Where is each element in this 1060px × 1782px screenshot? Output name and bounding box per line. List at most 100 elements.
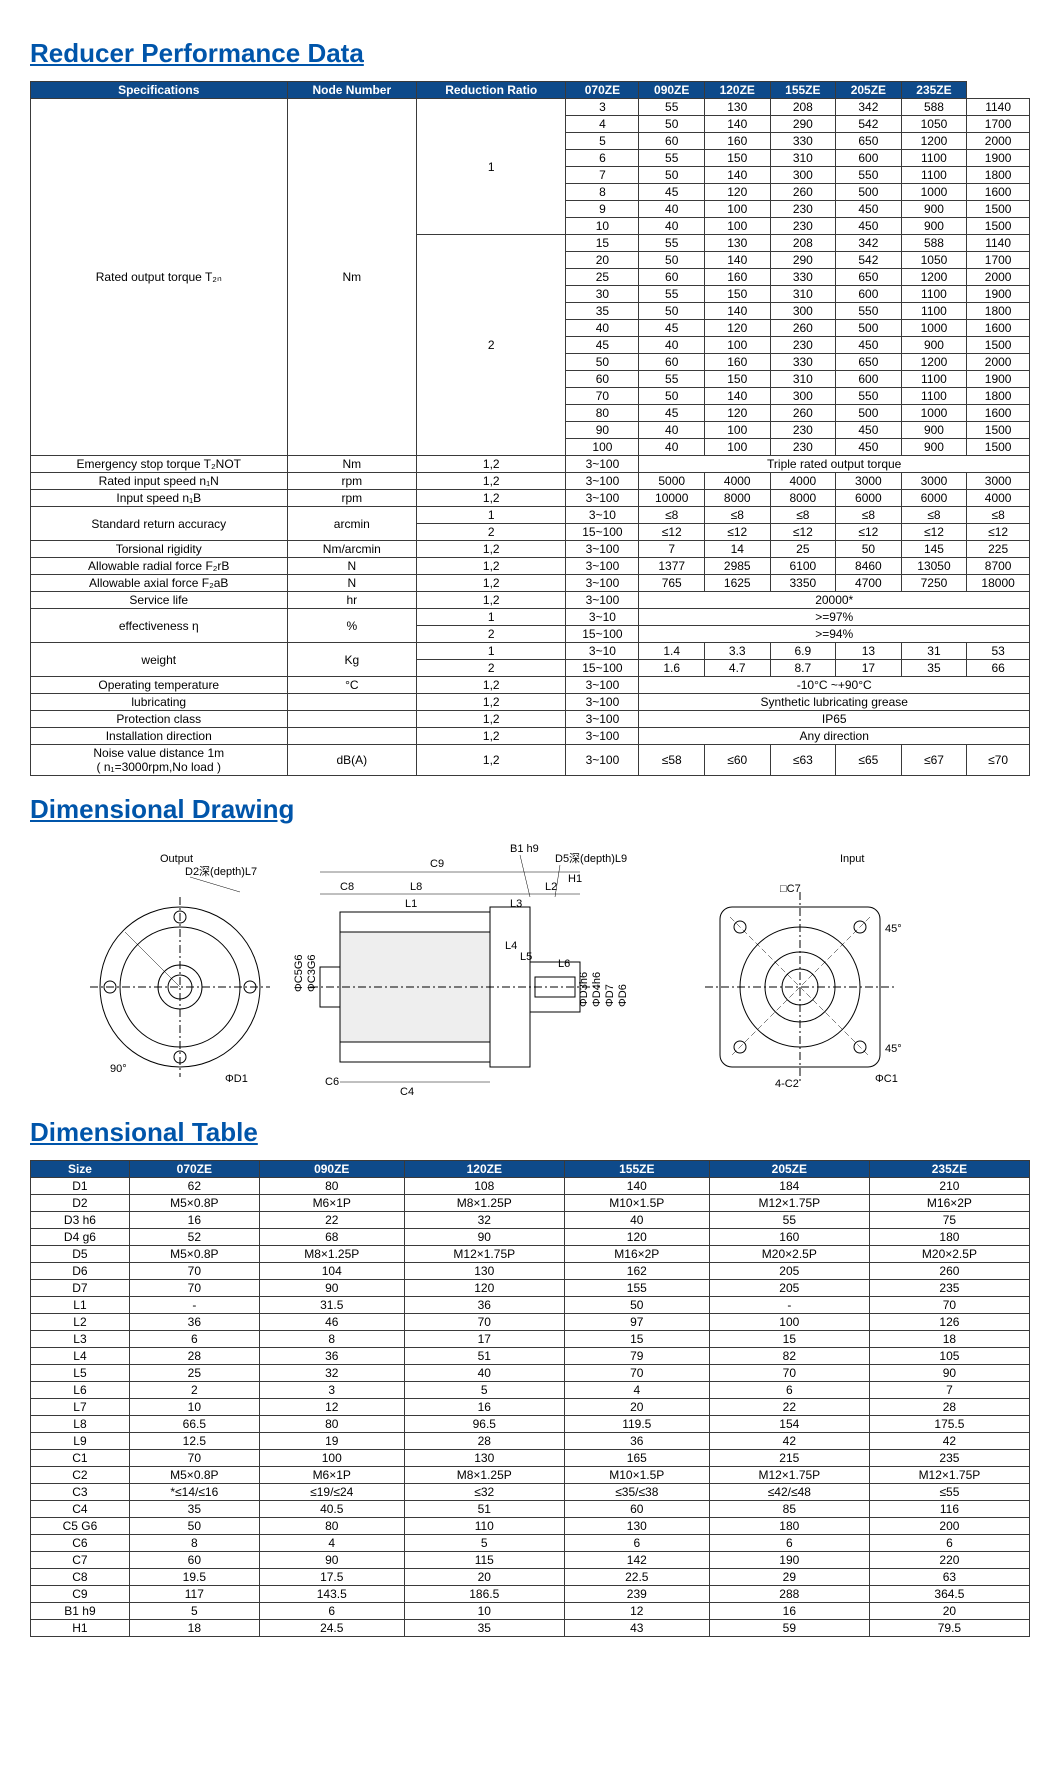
value-cell: 1100	[901, 303, 967, 320]
table-row: lubricating1,23~100Synthetic lubricating…	[31, 694, 1030, 711]
dim-value: 28	[869, 1399, 1029, 1416]
value-cell: 100	[704, 422, 770, 439]
perf-header: Node Number	[287, 82, 417, 99]
unit-cell	[287, 728, 417, 745]
spec-cell: Allowable axial force F₂aB	[31, 575, 288, 592]
dim-value: 28	[404, 1433, 564, 1450]
svg-text:ΦD4h6: ΦD4h6	[591, 972, 603, 1007]
table-row: L42836517982105	[31, 1348, 1030, 1365]
ratio-cell: 3~100	[566, 575, 639, 592]
value-cell: ≤12	[901, 524, 967, 541]
value-cell: 1700	[967, 116, 1030, 133]
dim-key: C4	[31, 1501, 130, 1518]
value-cell: 260	[770, 184, 836, 201]
value-cell: 8000	[770, 490, 836, 507]
dimensional-drawing: Output 90° ΦD1 D2深(depth)L7 C9 C8 L8 L2 …	[30, 837, 1030, 1097]
node-cell: 1	[417, 643, 566, 660]
value-cell: 4000	[770, 473, 836, 490]
dim-value: 90	[259, 1280, 404, 1297]
dim-value: 220	[869, 1552, 1029, 1569]
dim-value: 104	[259, 1263, 404, 1280]
value-cell: 225	[967, 541, 1030, 558]
dim-value: 155	[564, 1280, 709, 1297]
unit-cell: %	[287, 609, 417, 643]
dim-value: M10×1.5P	[564, 1467, 709, 1484]
dim-table: Size070ZE090ZE120ZE155ZE205ZE235ZE D1628…	[30, 1160, 1030, 1637]
value-cell: 40	[639, 439, 705, 456]
value-cell: ≤60	[704, 745, 770, 776]
value-cell: 500	[836, 405, 902, 422]
table-row: weightKg13~101.43.36.9133153	[31, 643, 1030, 660]
table-row: C43540.5516085116	[31, 1501, 1030, 1518]
value-cell: 60	[639, 133, 705, 150]
perf-header: 090ZE	[639, 82, 705, 99]
dim-value: 43	[564, 1620, 709, 1637]
value-cell: 45	[639, 320, 705, 337]
unit-cell: Nm	[287, 99, 417, 456]
value-cell: 120	[704, 184, 770, 201]
dim-value: 80	[259, 1518, 404, 1535]
value-cell: 160	[704, 354, 770, 371]
dim-value: 364.5	[869, 1586, 1029, 1603]
value-cell: 900	[901, 439, 967, 456]
ratio-cell: 3~100	[566, 592, 639, 609]
dim-value: 20	[564, 1399, 709, 1416]
node-cell: 1,2	[417, 490, 566, 507]
dim-value: 35	[129, 1501, 259, 1518]
table-row: C2M5×0.8PM6×1PM8×1.25PM10×1.5PM12×1.75PM…	[31, 1467, 1030, 1484]
ratio-cell: 3~100	[566, 541, 639, 558]
spec-cell: effectiveness η	[31, 609, 288, 643]
value-cell: 2000	[967, 354, 1030, 371]
dim-key: C2	[31, 1467, 130, 1484]
value-cell: 300	[770, 388, 836, 405]
dim-value: 2	[129, 1382, 259, 1399]
value-cell: 60	[639, 269, 705, 286]
table-row: C5 G65080110130180200	[31, 1518, 1030, 1535]
value-cell: 31	[901, 643, 967, 660]
value-cell: 1100	[901, 150, 967, 167]
dim-value: 288	[709, 1586, 869, 1603]
ratio-cell: 3~10	[566, 643, 639, 660]
value-cell: 50	[639, 116, 705, 133]
value-cell: 1625	[704, 575, 770, 592]
dim-value: 3	[259, 1382, 404, 1399]
svg-text:ΦD1: ΦD1	[225, 1073, 248, 1085]
spec-cell: Installation direction	[31, 728, 288, 745]
dim-key: D1	[31, 1178, 130, 1195]
dim-value: 70	[404, 1314, 564, 1331]
dim-value: -	[709, 1297, 869, 1314]
dim-value: 8	[259, 1331, 404, 1348]
dim-value: 35	[404, 1620, 564, 1637]
value-cell: 330	[770, 354, 836, 371]
ratio-cell: 15~100	[566, 524, 639, 541]
value-cell: ≤8	[901, 507, 967, 524]
value-cell: 260	[770, 405, 836, 422]
dim-value: 90	[404, 1229, 564, 1246]
ratio-cell: 25	[566, 269, 639, 286]
dim-value: 68	[259, 1229, 404, 1246]
input-label: Input	[840, 853, 864, 865]
value-cell: 588	[901, 99, 967, 116]
dim-value: 6	[129, 1331, 259, 1348]
table-row: D670104130162205260	[31, 1263, 1030, 1280]
svg-text:ΦC3G6: ΦC3G6	[306, 954, 318, 992]
dim-value: 70	[129, 1263, 259, 1280]
value-cell: 4000	[967, 490, 1030, 507]
dim-value: 100	[709, 1314, 869, 1331]
value-cell: 50	[639, 303, 705, 320]
value-cell: 55	[639, 371, 705, 388]
dim-key: D3 h6	[31, 1212, 130, 1229]
dim-value: 239	[564, 1586, 709, 1603]
span-cell: IP65	[639, 711, 1030, 728]
dim-header: 090ZE	[259, 1161, 404, 1178]
value-cell: 1800	[967, 303, 1030, 320]
value-cell: 150	[704, 150, 770, 167]
ratio-cell: 9	[566, 201, 639, 218]
value-cell: 1100	[901, 388, 967, 405]
table-row: Allowable axial force F₂aBN1,23~10076516…	[31, 575, 1030, 592]
table-row: C9117143.5186.5239288364.5	[31, 1586, 1030, 1603]
value-cell: 310	[770, 371, 836, 388]
value-cell: 550	[836, 167, 902, 184]
value-cell: 6.9	[770, 643, 836, 660]
svg-text:90°: 90°	[110, 1063, 127, 1075]
